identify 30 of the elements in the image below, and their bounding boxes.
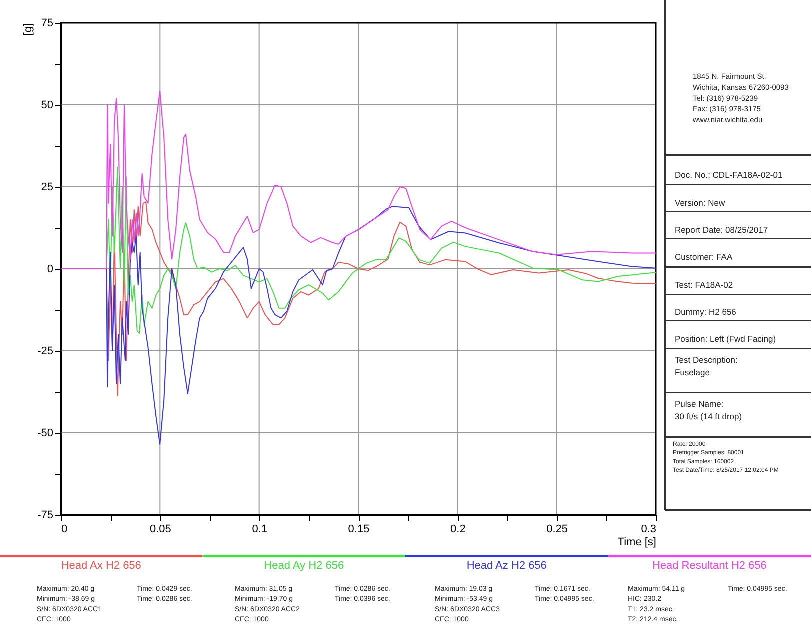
text: Head Ay H2 656 — [264, 560, 344, 572]
text: Head Ax H2 656 — [61, 560, 142, 572]
text: Head Resultant H2 656 — [652, 560, 767, 572]
y-tick-label: -25 — [38, 346, 54, 358]
x-tick-label: 0.15 — [348, 524, 370, 536]
y-tick-label: 75 — [41, 18, 54, 30]
y-tick-label: -75 — [38, 510, 54, 522]
y-tick-label: 50 — [41, 100, 54, 112]
y-tick-label: -50 — [38, 428, 54, 440]
text: Report Date: 08/25/2017 — [675, 225, 768, 235]
y-tick-label: 25 — [41, 182, 54, 194]
x-tick-label: 0.1 — [252, 524, 268, 536]
y-axis-title: [g] — [22, 24, 35, 36]
x-tick-label: 0.2 — [450, 524, 466, 536]
text: Head Az H2 656 — [466, 560, 547, 572]
line-series — [60, 91, 656, 270]
x-axis-title: Time [s] — [618, 536, 656, 548]
x-tick-label: 0.3 — [641, 524, 656, 536]
text: Doc. No.: CDL-FA18A-02-01 — [675, 170, 783, 180]
text: Customer: FAA — [675, 252, 733, 262]
text: Pulse Name: 30 ft/s (14 ft drop) — [675, 399, 742, 422]
x-tick-label: 0 — [62, 524, 68, 536]
y-tick-label: 0 — [47, 264, 54, 276]
text: Position: Left (Fwd Facing) — [675, 334, 776, 344]
text: Test Description: Fuselage — [675, 355, 738, 378]
x-tick-label: 0.05 — [150, 524, 172, 536]
text: Version: New — [675, 198, 726, 208]
text: Test: FA18A-02 — [675, 280, 734, 290]
text: Dummy: H2 656 — [675, 307, 737, 317]
x-tick-label: 0.25 — [546, 524, 568, 536]
